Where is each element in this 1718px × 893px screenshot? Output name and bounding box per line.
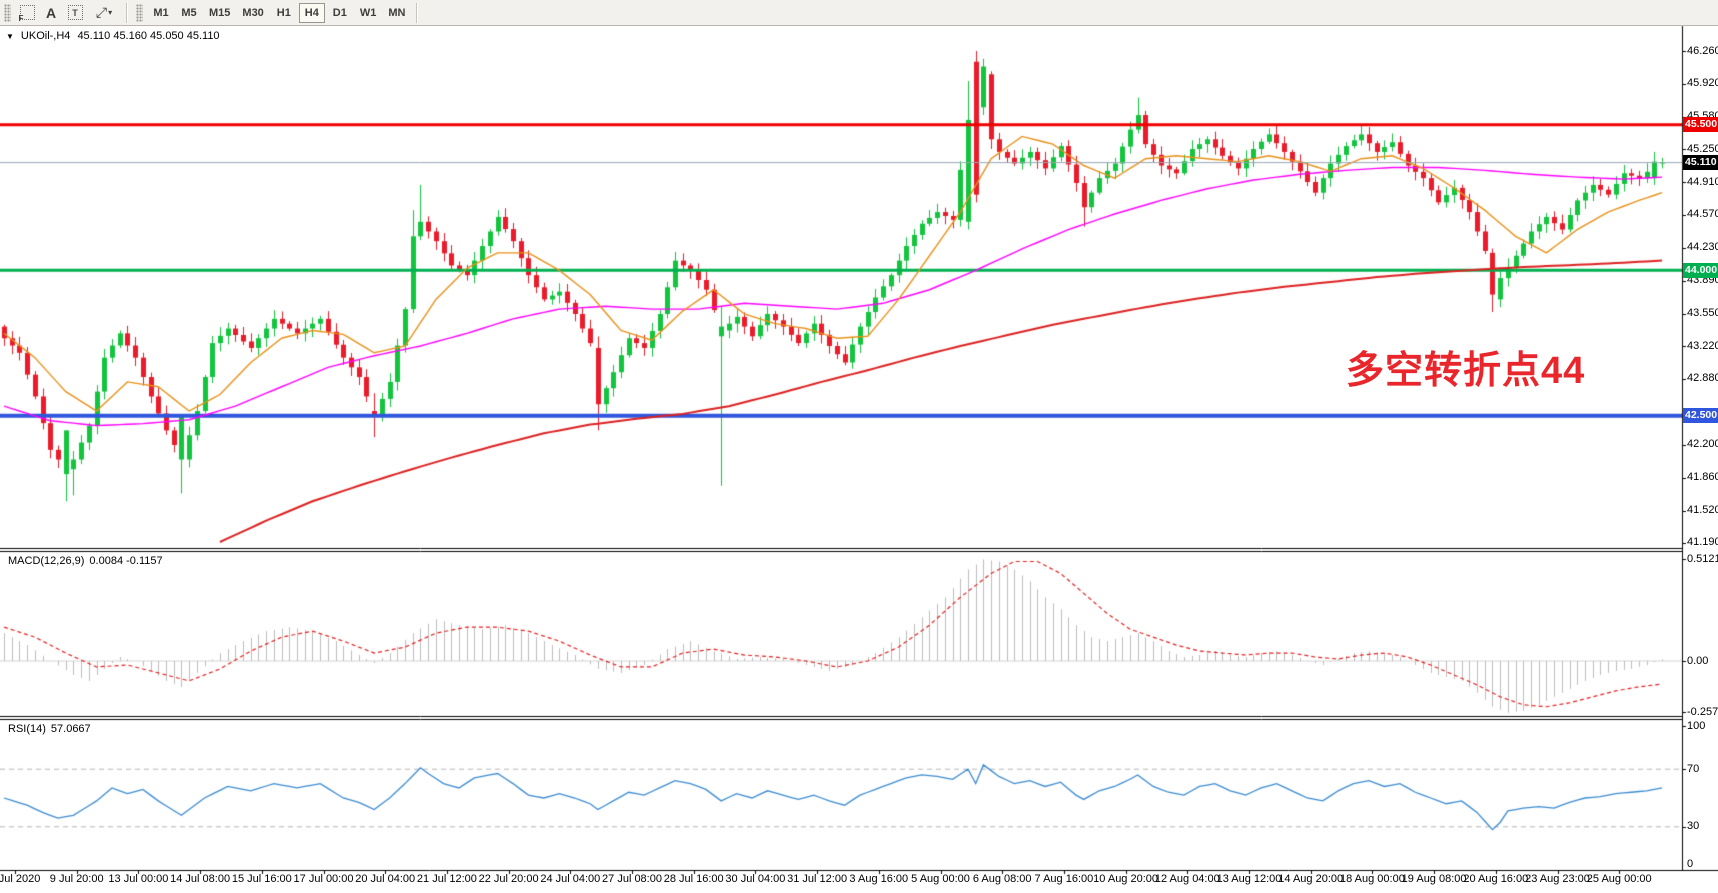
cursor-arrows-icon: ⤢ [95,4,108,20]
label-tool-button[interactable]: A [39,2,63,23]
toolbar-drag-handle[interactable] [4,3,11,22]
tab-d1[interactable]: D1 [327,3,353,23]
tab-w1[interactable]: W1 [355,3,382,23]
template-grid-button[interactable]: F [15,2,39,23]
toolbar-separator [126,2,127,23]
cursor-tool-button[interactable]: ⤢ ▾ [87,2,121,23]
label-a-icon: A [45,4,57,21]
tab-m5[interactable]: M5 [176,3,202,23]
template-grid-icon: F [18,5,35,23]
text-t-glyph: T [72,7,78,18]
tab-m30[interactable]: M30 [237,3,268,23]
toolbar: F A T ⤢ ▾ M1 M5 M15 M30 H1 H4 D1 W1 MN [0,0,1718,26]
tab-h1[interactable]: H1 [271,3,297,23]
tab-m15[interactable]: M15 [204,3,235,23]
dropdown-caret-icon: ▾ [108,8,113,17]
text-tool-icon: T [67,5,83,20]
tab-m1[interactable]: M1 [148,3,174,23]
grid-f-glyph: F [18,14,24,23]
text-tool-button[interactable]: T [63,2,87,23]
tab-mn[interactable]: MN [383,3,410,23]
toolbar-separator-2 [416,2,418,23]
tab-h4[interactable]: H4 [298,2,325,23]
toolbar-drag-handle-2[interactable] [136,3,143,22]
